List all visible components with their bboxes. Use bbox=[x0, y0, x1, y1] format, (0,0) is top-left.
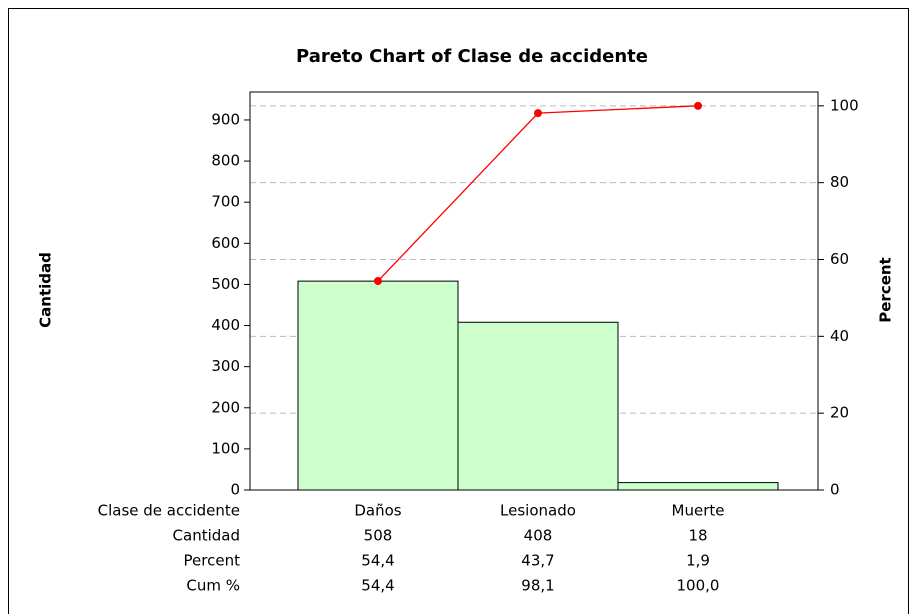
frame bbox=[8, 8, 909, 614]
table-row-label: Percent bbox=[184, 552, 241, 570]
table-cell: Lesionado bbox=[500, 502, 576, 520]
y-tick-label: 100 bbox=[211, 439, 240, 457]
table-cell: Daños bbox=[354, 502, 401, 520]
table-cell: 18 bbox=[688, 527, 707, 545]
table-cell: 1,9 bbox=[686, 552, 710, 570]
table-cell: 408 bbox=[524, 527, 553, 545]
y-tick-label: 0 bbox=[230, 481, 240, 499]
y2-tick-label: 60 bbox=[830, 250, 849, 268]
y-tick-label: 200 bbox=[211, 398, 240, 416]
y-tick-label: 300 bbox=[211, 357, 240, 375]
bar bbox=[457, 321, 619, 491]
plot-frame bbox=[249, 91, 819, 491]
table-cell: 100,0 bbox=[677, 577, 720, 595]
y-tick-label: 400 bbox=[211, 316, 240, 334]
bar bbox=[617, 482, 779, 491]
y2-tick-label: 0 bbox=[830, 481, 840, 499]
y-tick-label: 800 bbox=[211, 152, 240, 170]
table-cell: 54,4 bbox=[361, 552, 394, 570]
y2-tick-label: 20 bbox=[830, 404, 849, 422]
cum-point bbox=[694, 101, 702, 110]
table-row-label: Cantidad bbox=[173, 527, 240, 545]
table-row-label: Cum % bbox=[186, 577, 240, 595]
cum-point bbox=[374, 277, 382, 286]
cum-point bbox=[534, 109, 542, 118]
table-cell: 54,4 bbox=[361, 577, 394, 595]
y2-tick-label: 80 bbox=[830, 173, 849, 191]
y-tick-label: 500 bbox=[211, 275, 240, 293]
table-cell: 508 bbox=[364, 527, 393, 545]
bar bbox=[297, 280, 459, 491]
table-row-label: Clase de accidente bbox=[98, 502, 240, 520]
y-tick-label: 900 bbox=[211, 110, 240, 128]
y2-tick-label: 100 bbox=[830, 96, 859, 114]
chart-title: Pareto Chart of Clase de accidente bbox=[296, 46, 648, 67]
y2-axis-label: Percent bbox=[877, 257, 895, 322]
table-cell: 43,7 bbox=[521, 552, 554, 570]
table-cell: Muerte bbox=[672, 502, 725, 520]
table-cell: 98,1 bbox=[521, 577, 554, 595]
y-axis-label: Cantidad bbox=[37, 252, 55, 328]
y-tick-label: 600 bbox=[211, 234, 240, 252]
y-tick-label: 700 bbox=[211, 193, 240, 211]
y2-tick-label: 40 bbox=[830, 327, 849, 345]
